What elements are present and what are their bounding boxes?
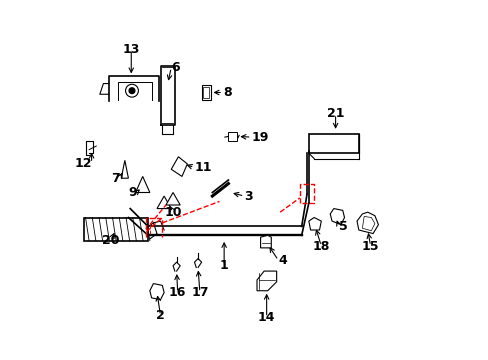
- Text: 14: 14: [257, 311, 275, 324]
- Text: 3: 3: [244, 190, 253, 203]
- Polygon shape: [308, 217, 321, 230]
- Text: 18: 18: [312, 240, 329, 253]
- Polygon shape: [149, 284, 164, 300]
- Bar: [83, 217, 148, 241]
- Polygon shape: [260, 235, 271, 248]
- Text: 9: 9: [128, 186, 136, 199]
- Polygon shape: [257, 271, 276, 291]
- Text: 12: 12: [74, 157, 91, 170]
- Text: 19: 19: [251, 131, 268, 144]
- Text: 5: 5: [339, 220, 347, 233]
- Polygon shape: [329, 208, 344, 225]
- Polygon shape: [356, 212, 378, 234]
- Bar: [228, 132, 237, 141]
- Text: 7: 7: [110, 172, 119, 185]
- Bar: [201, 85, 210, 100]
- Text: 21: 21: [326, 107, 344, 120]
- Text: 2: 2: [156, 309, 164, 322]
- Text: 13: 13: [122, 43, 140, 56]
- Text: 4: 4: [278, 254, 286, 267]
- Polygon shape: [157, 196, 171, 208]
- Text: 6: 6: [171, 61, 180, 74]
- Text: 1: 1: [219, 259, 228, 272]
- Polygon shape: [135, 176, 149, 193]
- Polygon shape: [171, 157, 187, 176]
- Text: 11: 11: [194, 161, 212, 174]
- Bar: [308, 134, 358, 153]
- Text: 10: 10: [164, 206, 182, 219]
- Polygon shape: [165, 193, 180, 205]
- Bar: [203, 87, 208, 98]
- Text: 8: 8: [223, 86, 231, 99]
- Text: 16: 16: [169, 286, 186, 299]
- Text: 17: 17: [191, 286, 208, 299]
- Polygon shape: [121, 160, 128, 178]
- Text: 20: 20: [102, 234, 119, 247]
- Text: 15: 15: [361, 240, 379, 253]
- Circle shape: [129, 88, 135, 94]
- Polygon shape: [362, 216, 374, 231]
